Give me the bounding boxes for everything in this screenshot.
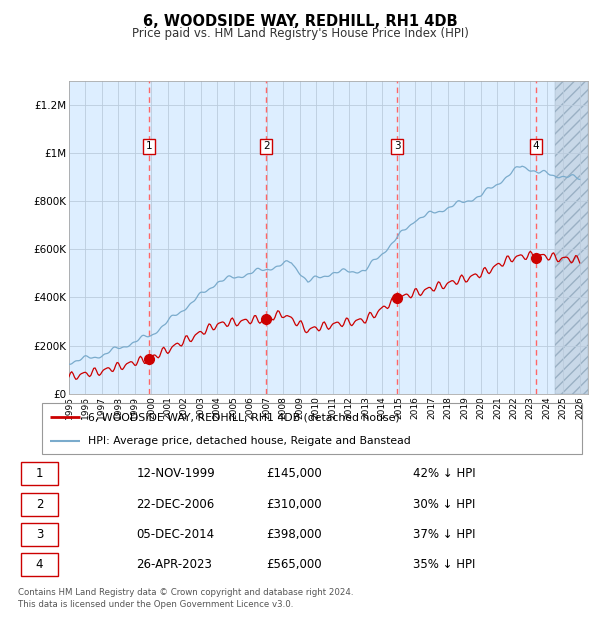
Text: £565,000: £565,000 (266, 558, 322, 571)
Text: 6, WOODSIDE WAY, REDHILL, RH1 4DB (detached house): 6, WOODSIDE WAY, REDHILL, RH1 4DB (detac… (88, 412, 400, 422)
Text: Contains HM Land Registry data © Crown copyright and database right 2024.: Contains HM Land Registry data © Crown c… (18, 588, 353, 597)
Text: 37% ↓ HPI: 37% ↓ HPI (413, 528, 475, 541)
Text: 35% ↓ HPI: 35% ↓ HPI (413, 558, 475, 571)
Text: £310,000: £310,000 (266, 498, 322, 511)
Text: 2: 2 (263, 141, 269, 151)
Bar (21, 523, 58, 546)
Text: HPI: Average price, detached house, Reigate and Banstead: HPI: Average price, detached house, Reig… (88, 436, 410, 446)
Bar (21, 553, 58, 576)
Text: 05-DEC-2014: 05-DEC-2014 (136, 528, 215, 541)
Bar (21, 463, 58, 485)
Text: 3: 3 (36, 528, 43, 541)
Text: 1: 1 (35, 467, 43, 481)
Text: £398,000: £398,000 (266, 528, 322, 541)
Text: 6, WOODSIDE WAY, REDHILL, RH1 4DB: 6, WOODSIDE WAY, REDHILL, RH1 4DB (143, 14, 457, 29)
Text: 4: 4 (35, 558, 43, 571)
Text: 42% ↓ HPI: 42% ↓ HPI (413, 467, 475, 481)
Text: 1: 1 (146, 141, 152, 151)
Text: This data is licensed under the Open Government Licence v3.0.: This data is licensed under the Open Gov… (18, 600, 293, 609)
Text: 2: 2 (35, 498, 43, 511)
Bar (21, 493, 58, 516)
Text: 30% ↓ HPI: 30% ↓ HPI (413, 498, 475, 511)
Text: 26-APR-2023: 26-APR-2023 (136, 558, 212, 571)
Text: £145,000: £145,000 (266, 467, 322, 481)
Text: 12-NOV-1999: 12-NOV-1999 (136, 467, 215, 481)
Text: 4: 4 (532, 141, 539, 151)
Text: 3: 3 (394, 141, 401, 151)
Text: Price paid vs. HM Land Registry's House Price Index (HPI): Price paid vs. HM Land Registry's House … (131, 27, 469, 40)
Text: 22-DEC-2006: 22-DEC-2006 (136, 498, 215, 511)
